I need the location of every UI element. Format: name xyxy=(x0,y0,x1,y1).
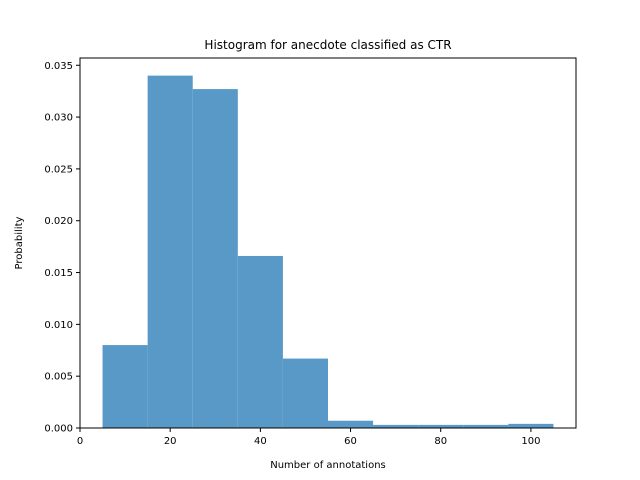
x-tick-label: 40 xyxy=(254,436,267,447)
histogram-bar-2 xyxy=(192,89,238,428)
histogram-bar-7 xyxy=(418,424,464,428)
y-axis: 0.000 0.005 0.010 0.015 0.020 0.025 0.030 0.035 xyxy=(44,61,80,435)
plot-frame xyxy=(79,57,577,429)
y-tick-label: 0.010 xyxy=(44,320,73,331)
x-tick-label: 20 xyxy=(164,436,177,447)
histogram-bar-5 xyxy=(328,420,374,428)
x-axis: 0 20 40 60 80 100 xyxy=(77,428,540,447)
histogram-bar-3 xyxy=(237,255,283,428)
chart-title: Histogram for anecdote classified as CTR xyxy=(204,38,451,52)
x-tick-label: 100 xyxy=(521,436,540,447)
x-axis-title: Number of annotations xyxy=(270,460,386,471)
histogram-bar-6 xyxy=(373,424,419,428)
y-tick-label: 0.030 xyxy=(44,113,73,124)
histogram-bar-1 xyxy=(147,75,193,428)
y-tick-label: 0.000 xyxy=(44,424,73,435)
histogram-bar-8 xyxy=(463,424,509,428)
y-tick-label: 0.035 xyxy=(44,61,73,72)
y-tick-label: 0.005 xyxy=(44,372,73,383)
y-axis-title: Probability xyxy=(14,216,25,269)
x-tick-label: 0 xyxy=(77,436,83,447)
histogram-bar-4 xyxy=(282,358,328,428)
histogram-bar-0 xyxy=(102,345,148,428)
y-tick-label: 0.025 xyxy=(44,164,73,175)
y-tick-label: 0.020 xyxy=(44,216,73,227)
histogram-bar-9 xyxy=(508,423,554,428)
y-tick-label: 0.015 xyxy=(44,268,73,279)
x-tick-label: 80 xyxy=(434,436,447,447)
x-tick-label: 60 xyxy=(344,436,357,447)
bars-group xyxy=(102,75,554,428)
